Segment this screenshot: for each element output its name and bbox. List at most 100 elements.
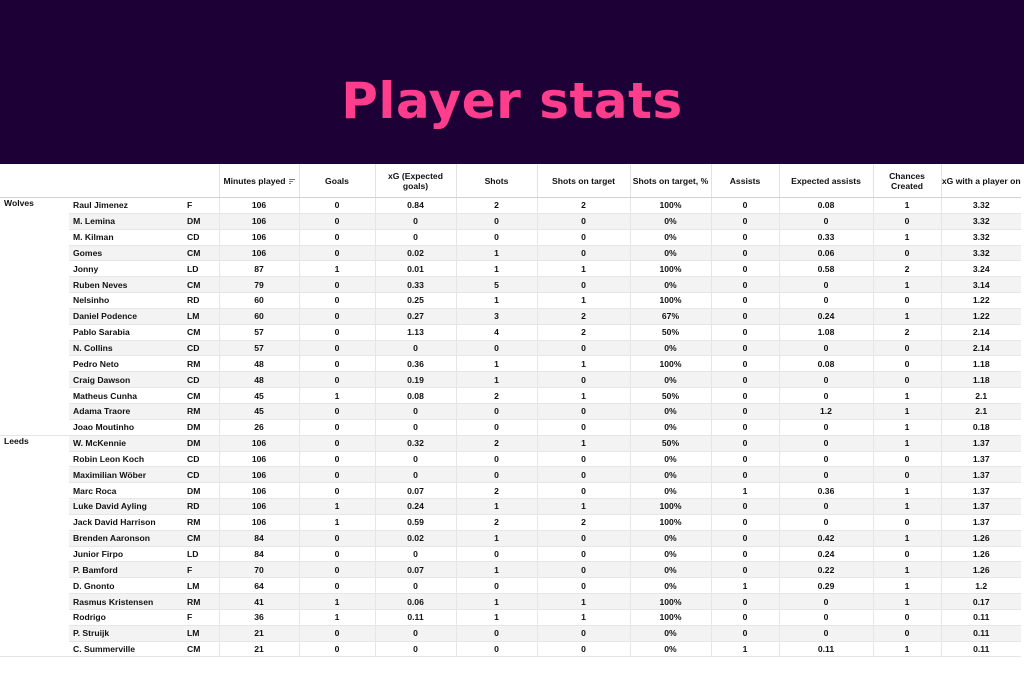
table-row[interactable]: P. Struijk LM 21 0 0 0 0 0% 0 0 0 0.11 bbox=[0, 625, 1021, 642]
column-header-expected-assists[interactable]: Expected assists bbox=[778, 164, 873, 198]
shots-cell: 0 bbox=[455, 641, 537, 658]
table-row[interactable]: Luke David Ayling RD 106 1 0.24 1 1 100% 0 0 1 1.37 bbox=[0, 498, 1021, 515]
table-row[interactable]: Leeds W. McKennie DM 106 0 0.32 2 1 50% 0 0 1 1.37 bbox=[0, 435, 1021, 658]
table-row[interactable]: Pablo Sarabia CM 57 0 1.13 4 2 50% 0 1.08 2 2.14 bbox=[0, 324, 1021, 341]
table-row[interactable]: Gomes CM 106 0 0.02 1 0 0% 0 0.06 0 3.32 bbox=[0, 245, 1021, 262]
column-header-goals[interactable]: Goals bbox=[298, 164, 375, 198]
position-cell: CD bbox=[183, 466, 219, 484]
shots-on-target-pct-cell: 0% bbox=[629, 625, 711, 642]
player-column-header bbox=[69, 164, 183, 198]
shots-cell: 0 bbox=[455, 229, 537, 246]
shots-on-target-cell: 2 bbox=[536, 324, 630, 341]
shots-cell: 5 bbox=[455, 276, 537, 294]
column-header-minutes[interactable]: Minutes played bbox=[218, 164, 299, 198]
player-name-cell: Nelsinho bbox=[69, 292, 183, 309]
shots-on-target-cell: 1 bbox=[536, 593, 630, 610]
goals-cell: 0 bbox=[298, 466, 375, 484]
player-name-cell: Rasmus Kristensen bbox=[69, 593, 183, 610]
table-row[interactable]: Pedro Neto RM 48 0 0.36 1 1 100% 0 0.08 0 1.18 bbox=[0, 355, 1021, 373]
goals-cell: 0 bbox=[298, 451, 375, 468]
position-cell: LM bbox=[183, 577, 219, 595]
xg-with-player-on-cell: 1.22 bbox=[940, 308, 1021, 325]
shots-on-target-pct-cell: 0% bbox=[629, 213, 711, 230]
goals-cell: 0 bbox=[298, 355, 375, 373]
table-row[interactable]: N. Collins CD 57 0 0 0 0 0% 0 0 0 2.14 bbox=[0, 340, 1021, 357]
table-row[interactable]: Jack David Harrison RM 106 1 0.59 2 2 100% 0 0 0 1.… bbox=[0, 514, 1021, 531]
xg-cell: 0 bbox=[374, 419, 456, 436]
minutes-cell: 41 bbox=[218, 593, 299, 610]
column-header-xg[interactable]: xG (Expected goals) bbox=[374, 164, 456, 198]
player-name-cell: Daniel Podence bbox=[69, 308, 183, 325]
shots-cell: 0 bbox=[455, 213, 537, 230]
shots-cell: 1 bbox=[455, 371, 537, 389]
table-row[interactable]: M. Lemina DM 106 0 0 0 0 0% 0 0 0 3.32 bbox=[0, 213, 1021, 230]
table-row[interactable]: Nelsinho RD 60 0 0.25 1 1 100% 0 0 0 1.22 bbox=[0, 292, 1021, 309]
table-row[interactable]: Ruben Neves CM 79 0 0.33 5 0 0% 0 0 1 3.14 bbox=[0, 276, 1021, 294]
position-cell: CD bbox=[183, 371, 219, 389]
shots-cell: 0 bbox=[455, 340, 537, 357]
shots-cell: 0 bbox=[455, 577, 537, 595]
minutes-cell: 106 bbox=[218, 451, 299, 468]
table-row[interactable]: Brenden Aaronson CM 84 0 0.02 1 0 0% 0 0.42 1 1.26 bbox=[0, 530, 1021, 547]
shots-on-target-cell: 0 bbox=[536, 625, 630, 642]
xg-with-player-on-cell: 1.26 bbox=[940, 546, 1021, 563]
table-row[interactable]: Matheus Cunha CM 45 1 0.08 2 1 50% 0 0 1 2.1 bbox=[0, 387, 1021, 404]
chances-created-cell: 1 bbox=[872, 403, 941, 420]
header-row: Minutes played Goals xG (Expected goals)… bbox=[0, 164, 1021, 198]
player-name-cell: Matheus Cunha bbox=[69, 387, 183, 404]
table-row[interactable]: Wolves Raul Jimenez F 106 0 0.84 2 2 100% 0 0.08 1 3… bbox=[0, 197, 1021, 436]
position-cell: CD bbox=[183, 340, 219, 357]
player-name-cell: M. Kilman bbox=[69, 229, 183, 246]
chances-created-cell: 1 bbox=[872, 561, 941, 579]
column-header-chances-created[interactable]: Chances Created bbox=[872, 164, 941, 198]
assists-cell: 0 bbox=[710, 371, 779, 389]
xg-with-player-on-cell: 1.37 bbox=[940, 451, 1021, 468]
xg-with-player-on-cell: 0.11 bbox=[940, 625, 1021, 642]
column-header-shots[interactable]: Shots bbox=[455, 164, 537, 198]
table-row[interactable]: Joao Moutinho DM 26 0 0 0 0 0% 0 0 1 0.18 bbox=[0, 419, 1021, 436]
assists-cell: 0 bbox=[710, 260, 779, 278]
position-cell: CD bbox=[183, 229, 219, 246]
table-row[interactable]: C. Summerville CM 21 0 0 0 0 0% 1 0.11 1 0.11 bbox=[0, 641, 1021, 658]
player-name-cell: N. Collins bbox=[69, 340, 183, 357]
goals-cell: 1 bbox=[298, 593, 375, 610]
player-name-cell: C. Summerville bbox=[69, 641, 183, 658]
table-row[interactable]: Rodrigo F 36 1 0.11 1 1 100% 0 0 0 0.11 bbox=[0, 609, 1021, 626]
column-header-shots-on-target-pct[interactable]: Shots on target, % bbox=[629, 164, 711, 198]
table-row[interactable]: Jonny LD 87 1 0.01 1 1 100% 0 0.58 2 3.24 bbox=[0, 260, 1021, 278]
table-row[interactable]: Daniel Podence LM 60 0 0.27 3 2 67% 0 0.24 1 1.22 bbox=[0, 308, 1021, 325]
table-row[interactable]: P. Bamford F 70 0 0.07 1 0 0% 0 0.22 1 1.26 bbox=[0, 561, 1021, 579]
table-row[interactable]: D. Gnonto LM 64 0 0 0 0 0% 1 0.29 1 1.2 bbox=[0, 577, 1021, 595]
xg-cell: 0.36 bbox=[374, 355, 456, 373]
shots-on-target-cell: 1 bbox=[536, 435, 630, 452]
shots-on-target-pct-cell: 0% bbox=[629, 641, 711, 658]
player-name-cell: D. Gnonto bbox=[69, 577, 183, 595]
column-header-shots-on-target[interactable]: Shots on target bbox=[536, 164, 630, 198]
table-row[interactable]: Craig Dawson CD 48 0 0.19 1 0 0% 0 0 0 1.18 bbox=[0, 371, 1021, 389]
xg-with-player-on-cell: 1.37 bbox=[940, 466, 1021, 484]
shots-on-target-pct-cell: 0% bbox=[629, 530, 711, 547]
position-cell: CM bbox=[183, 387, 219, 404]
xg-cell: 0.84 bbox=[374, 197, 456, 214]
goals-cell: 1 bbox=[298, 514, 375, 531]
table-row[interactable]: Maximilian Wöber CD 106 0 0 0 0 0% 0 0 0 1.37 bbox=[0, 466, 1021, 484]
xg-cell: 0 bbox=[374, 625, 456, 642]
table-row[interactable]: Rasmus Kristensen RM 41 1 0.06 1 1 100% 0 0 1 0.17 bbox=[0, 593, 1021, 610]
sort-icon[interactable] bbox=[288, 178, 295, 185]
column-header-xg-with-player-on[interactable]: xG with a player on bbox=[940, 164, 1021, 198]
shots-on-target-pct-cell: 0% bbox=[629, 245, 711, 262]
table-row[interactable]: Adama Traore RM 45 0 0 0 0 0% 0 1.2 1 2.1 bbox=[0, 403, 1021, 420]
shots-on-target-pct-cell: 0% bbox=[629, 451, 711, 468]
goals-cell: 0 bbox=[298, 276, 375, 294]
table-row[interactable]: Junior Firpo LD 84 0 0 0 0 0% 0 0.24 0 1.26 bbox=[0, 546, 1021, 563]
shots-on-target-pct-cell: 0% bbox=[629, 276, 711, 294]
table-row[interactable]: M. Kilman CD 106 0 0 0 0 0% 0 0.33 1 3.32 bbox=[0, 229, 1021, 246]
table-row[interactable]: Robin Leon Koch CD 106 0 0 0 0 0% 0 0 0 1.37 bbox=[0, 451, 1021, 468]
player-name-cell: Brenden Aaronson bbox=[69, 530, 183, 547]
column-header-assists[interactable]: Assists bbox=[710, 164, 779, 198]
table-row[interactable]: Marc Roca DM 106 0 0.07 2 0 0% 1 0.36 1 1.37 bbox=[0, 482, 1021, 500]
position-cell: DM bbox=[183, 213, 219, 230]
shots-on-target-cell: 0 bbox=[536, 482, 630, 500]
chances-created-cell: 1 bbox=[872, 482, 941, 500]
shots-on-target-pct-cell: 100% bbox=[629, 609, 711, 626]
